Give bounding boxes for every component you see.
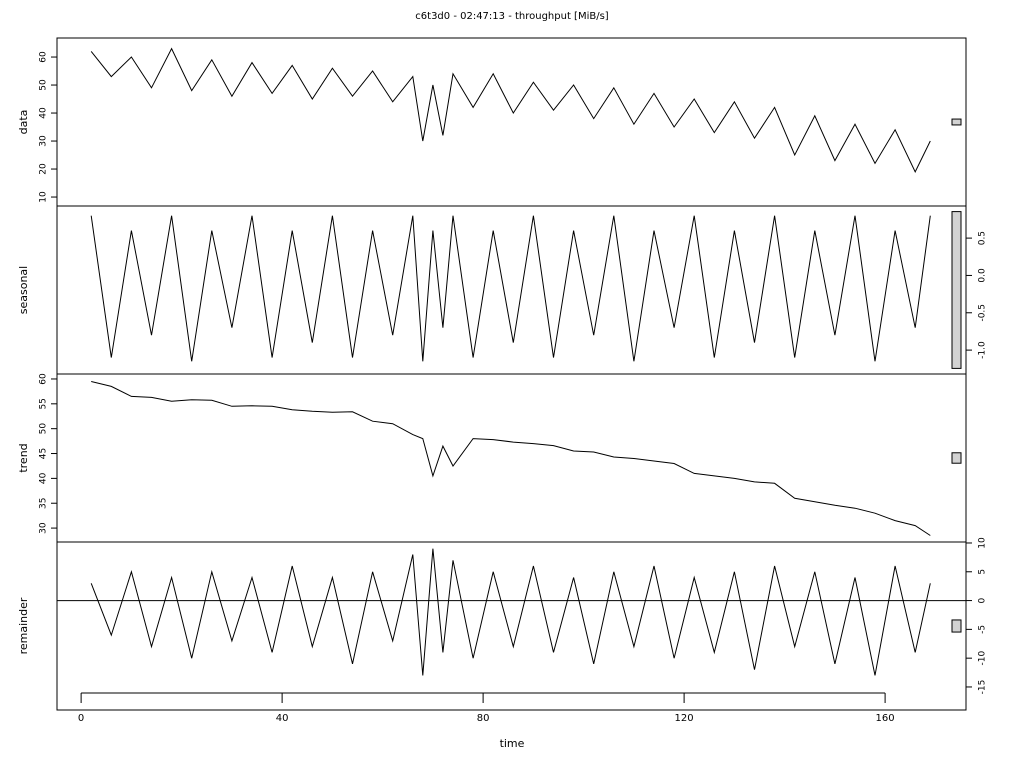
series-line: [90, 548, 931, 676]
y-tick-label: -0.5: [978, 304, 988, 322]
y-tick-label: 5: [978, 569, 988, 575]
range-bar: [951, 619, 962, 633]
y-tick-label: 0.5: [978, 231, 988, 245]
y-tick-label: 20: [39, 163, 49, 175]
range-bar: [951, 211, 962, 369]
y-tick-label: 40: [39, 472, 49, 484]
y-tick-label: -1.0: [978, 341, 988, 359]
series-line: [90, 215, 931, 362]
y-tick-label: 45: [39, 448, 49, 459]
chart-title: c6t3d0 - 02:47:13 - throughput [MiB/s]: [415, 11, 609, 22]
y-tick-label: 60: [39, 51, 49, 63]
y-tick-label: 50: [39, 423, 49, 435]
y-axis-label: seasonal: [17, 266, 30, 314]
y-tick-label: 10: [39, 191, 49, 203]
x-tick-label: 40: [276, 713, 289, 724]
y-tick-label: 55: [39, 398, 49, 409]
series-line: [91, 381, 931, 536]
y-tick-label: 40: [39, 107, 49, 119]
y-tick-label: 0: [978, 597, 988, 603]
y-tick-label: 30: [39, 135, 49, 147]
y-axis-label: trend: [17, 443, 30, 472]
y-axis-label: data: [17, 110, 30, 135]
y-tick-label: -15: [978, 680, 988, 695]
range-bar: [951, 452, 962, 464]
y-tick-label: 10: [978, 537, 988, 549]
x-tick-label: 80: [477, 713, 490, 724]
y-axis-label: remainder: [17, 597, 30, 654]
y-tick-label: 60: [39, 373, 49, 385]
y-tick-label: 30: [39, 522, 49, 534]
y-tick-label: 35: [39, 498, 49, 509]
x-tick-label: 0: [78, 713, 84, 724]
x-tick-label: 120: [675, 713, 694, 724]
range-bar: [951, 118, 962, 126]
y-tick-label: 50: [39, 79, 49, 91]
panel-frame: [56, 541, 967, 711]
x-tick-label: 160: [876, 713, 895, 724]
series-line: [90, 47, 931, 173]
y-tick-label: 0.0: [978, 268, 988, 283]
x-axis-label: time: [500, 737, 525, 750]
y-tick-label: -5: [978, 625, 988, 634]
y-tick-label: -10: [978, 651, 988, 666]
